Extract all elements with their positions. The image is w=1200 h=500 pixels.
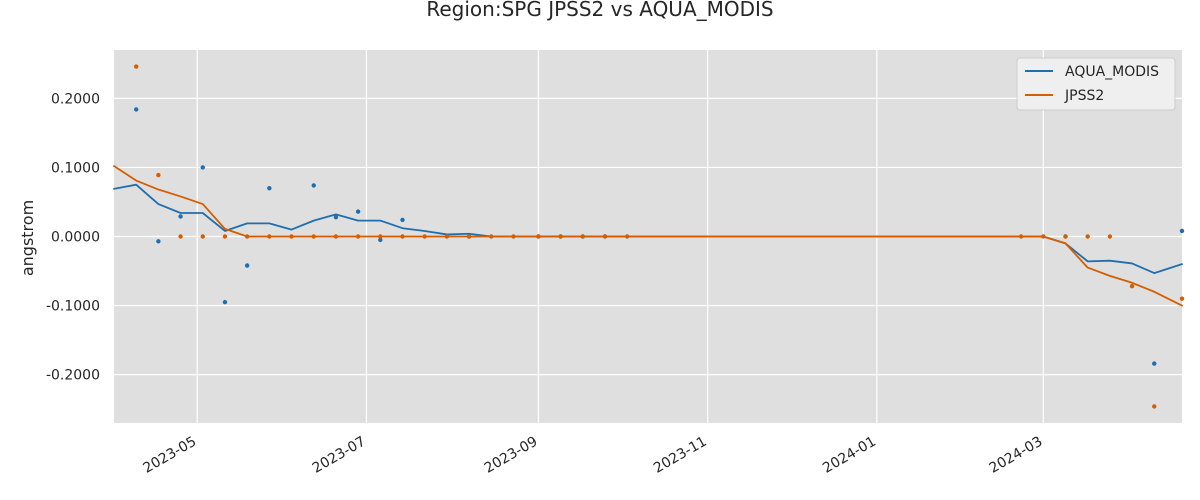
x-tick-label: 2024-03	[987, 434, 1046, 477]
series-point-jpss2	[489, 234, 494, 239]
x-tick-label: 2023-09	[482, 434, 541, 477]
x-tick-label: 2023-05	[141, 434, 200, 477]
series-point-jpss2	[558, 234, 563, 239]
series-point-jpss2	[222, 234, 228, 239]
x-axis-ticks: 2023-05 2023-07 2023-09 2023-11 2024-01 2024-…	[141, 434, 1046, 477]
series-point-aqua_modis	[178, 214, 183, 219]
series-point-jpss2	[1085, 234, 1090, 239]
y-tick-label: -0.2000	[46, 368, 100, 384]
series-point-jpss2	[511, 234, 516, 239]
series-point-aqua_modis	[267, 185, 272, 191]
series-point-aqua_modis	[222, 299, 228, 305]
series-point-aqua_modis	[400, 217, 405, 223]
series-point-jpss2	[200, 234, 205, 239]
legend: AQUA_MODIS JPSS2	[1016, 57, 1176, 111]
series-point-jpss2	[536, 234, 541, 239]
series-point-jpss2	[156, 172, 161, 178]
series-point-aqua_modis	[244, 263, 250, 268]
series-point-jpss2	[400, 234, 405, 239]
series-point-aqua_modis	[1179, 228, 1185, 234]
series-point-jpss2	[624, 234, 630, 239]
series-point-jpss2	[1179, 296, 1185, 301]
series-point-aqua_modis	[311, 183, 316, 188]
series-point-jpss2	[333, 234, 339, 239]
legend-label: AQUA_MODIS	[1065, 64, 1159, 80]
series-point-aqua_modis	[333, 214, 339, 220]
series-point-jpss2	[444, 234, 450, 239]
series-point-jpss2	[178, 234, 183, 239]
series-points	[133, 64, 1185, 409]
series-line-aqua_modis	[113, 183, 1183, 275]
series-point-jpss2	[311, 234, 316, 239]
series-point-jpss2	[289, 234, 294, 239]
series-point-jpss2	[1018, 234, 1024, 239]
series-point-jpss2	[267, 234, 272, 239]
series-point-jpss2	[602, 234, 608, 239]
y-tick-label: -0.1000	[46, 299, 100, 315]
series-point-jpss2	[466, 234, 472, 239]
series-point-jpss2	[1152, 404, 1157, 409]
series-point-aqua_modis	[156, 239, 161, 244]
y-tick-label: 0.1000	[51, 160, 100, 176]
series-point-jpss2	[1041, 234, 1046, 239]
series-point-jpss2	[422, 234, 427, 239]
legend-box	[1016, 57, 1176, 111]
x-tick-label: 2023-11	[651, 434, 710, 477]
series-point-jpss2	[1063, 234, 1068, 239]
series-point-jpss2	[1129, 284, 1135, 289]
series-point-aqua_modis	[133, 107, 139, 112]
series-point-jpss2	[133, 64, 139, 69]
series-lines	[113, 165, 1183, 307]
x-tick-label: 2024-01	[820, 434, 879, 477]
y-axis-ticks: 0.2000 0.1000 0.0000 -0.1000 -0.2000	[46, 91, 100, 383]
series-point-aqua_modis	[355, 209, 361, 214]
series-line-jpss2	[113, 165, 1183, 307]
y-axis-label: angstrom	[18, 200, 37, 276]
x-tick-label: 2023-07	[310, 434, 369, 477]
series-point-jpss2	[580, 234, 586, 239]
y-tick-label: 0.2000	[51, 91, 100, 107]
series-point-aqua_modis	[1152, 361, 1157, 366]
legend-label: JPSS2	[1064, 88, 1104, 104]
series-point-aqua_modis	[200, 165, 205, 170]
y-tick-label: 0.0000	[51, 230, 100, 246]
series-point-jpss2	[378, 234, 383, 239]
series-point-aqua_modis	[378, 237, 383, 243]
series-point-jpss2	[355, 234, 361, 239]
series-point-jpss2	[244, 234, 250, 239]
chart-title: Region:SPG JPSS2 vs AQUA_MODIS	[426, 0, 773, 21]
series-point-jpss2	[1107, 234, 1113, 239]
